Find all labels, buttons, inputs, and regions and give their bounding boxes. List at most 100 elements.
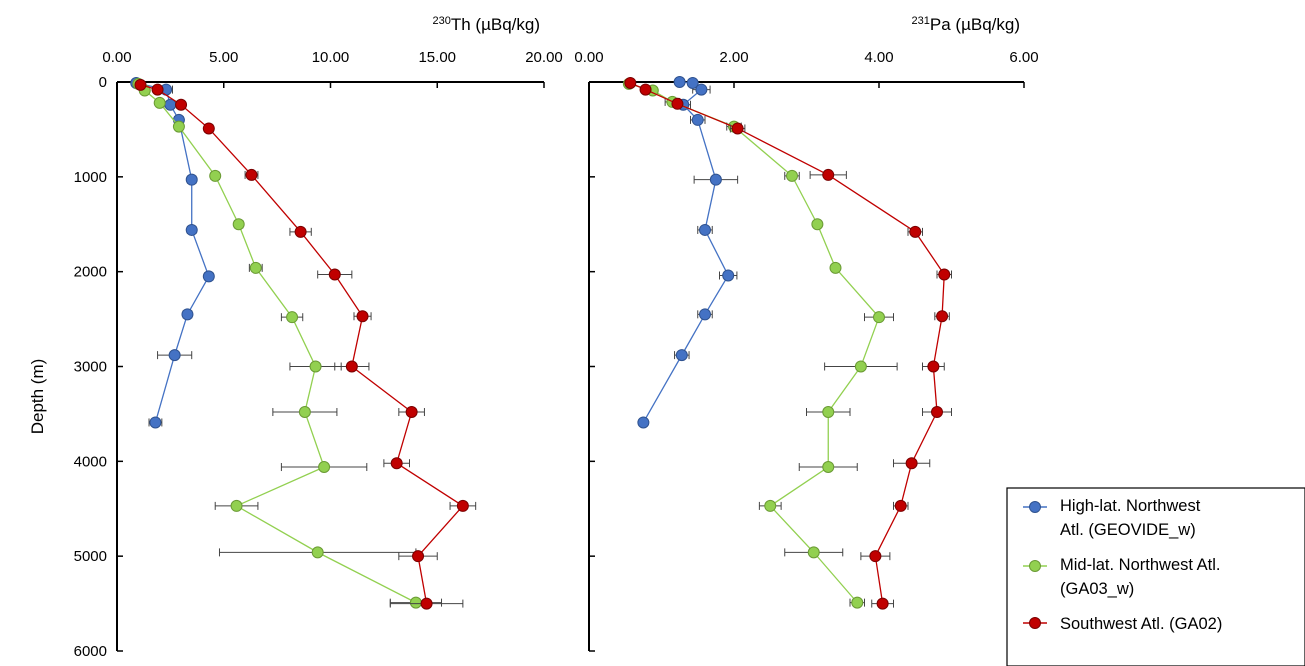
data-point <box>311 546 324 559</box>
data-point <box>673 76 686 88</box>
x-tick-label: 0.00 <box>574 49 603 66</box>
y-tick-label: 4000 <box>74 453 107 470</box>
data-point <box>409 596 422 609</box>
x-tick-label: 20.00 <box>525 49 563 66</box>
y-tick-label: 3000 <box>74 359 107 376</box>
data-point <box>412 550 425 563</box>
data-point <box>854 360 867 373</box>
legend-label: High-lat. Northwest <box>1060 497 1201 515</box>
data-point <box>822 461 835 474</box>
y-tick-label: 5000 <box>74 548 107 565</box>
series-2 <box>132 77 443 609</box>
data-point <box>405 406 418 419</box>
data-point <box>931 406 943 419</box>
data-point <box>456 499 469 512</box>
data-point <box>390 457 403 470</box>
data-point <box>699 223 711 236</box>
y-tick-label: 2000 <box>74 264 107 281</box>
data-point <box>938 268 951 281</box>
x-axis-title: 231Pa (µBq/kg) <box>912 15 1020 34</box>
data-point <box>639 83 652 96</box>
legend-box <box>1006 487 1305 666</box>
data-point <box>731 122 744 135</box>
legend: High-lat. Northwest Atl. (GEOVIDE_w) Mid-l… <box>1006 487 1305 666</box>
x-tick-label: 6.00 <box>1009 49 1038 66</box>
x-tick-label: 2.00 <box>719 49 748 66</box>
data-point <box>927 360 940 373</box>
series-line <box>642 81 729 423</box>
data-point <box>873 311 885 324</box>
data-point <box>905 457 918 470</box>
legend-label: Mid-lat. Northwest Atl. <box>1060 556 1220 574</box>
series-line <box>137 83 417 604</box>
series-line <box>140 84 464 604</box>
data-point <box>686 76 699 89</box>
data-point <box>309 360 322 373</box>
data-point <box>134 78 147 91</box>
data-point <box>699 308 711 321</box>
data-point <box>185 223 198 236</box>
series-3 <box>134 78 477 610</box>
y-tick-label: 1000 <box>74 169 107 186</box>
data-point <box>230 499 243 512</box>
data-point <box>822 406 835 419</box>
data-point <box>249 261 262 274</box>
series-line <box>628 83 880 604</box>
data-point <box>894 499 907 512</box>
data-point <box>294 225 307 238</box>
data-point <box>149 416 162 429</box>
data-point <box>851 596 864 609</box>
data-point <box>209 169 222 182</box>
data-point <box>936 310 949 323</box>
legend-label: (GA03_w) <box>1060 580 1134 598</box>
data-point <box>671 97 684 110</box>
data-point <box>869 550 882 563</box>
y-tick-label: 0 <box>99 74 107 91</box>
series-3 <box>624 76 952 610</box>
data-point <box>420 597 433 610</box>
data-point <box>822 168 835 181</box>
data-point <box>172 120 185 133</box>
x-tick-label: 5.00 <box>209 49 238 66</box>
data-point <box>637 416 650 429</box>
data-point <box>328 268 341 281</box>
data-point <box>153 96 166 109</box>
data-point <box>691 113 704 126</box>
data-point <box>202 122 215 135</box>
data-point <box>345 360 358 373</box>
legend-marker <box>1029 560 1041 572</box>
data-point <box>318 461 331 474</box>
data-point <box>675 349 688 362</box>
data-point <box>695 83 708 96</box>
y-axis-title: Depth (m) <box>28 359 47 435</box>
data-point <box>722 269 735 282</box>
legend-marker <box>1029 501 1041 513</box>
legend-entry-1: High-lat. Northwest Atl. (GEOVIDE_w) <box>1023 497 1201 539</box>
x-tick-label: 0.00 <box>102 49 131 66</box>
series-1 <box>637 76 739 429</box>
data-point <box>181 308 194 321</box>
data-point <box>232 218 245 231</box>
y-tick-label: 6000 <box>74 643 107 660</box>
data-point <box>876 597 889 610</box>
chart-panel-2: 0.00 2.00 4.00 6.00 231Pa (µBq/kg) <box>574 15 1039 652</box>
x-axis-title: 230Th (µBq/kg) <box>432 15 540 34</box>
data-point <box>175 98 188 111</box>
data-point <box>286 311 299 324</box>
chart-panel-1: 0.00 5.00 10.00 15.00 20.00 0 1000 2000 3000 4000… <box>28 15 563 660</box>
data-point <box>151 83 164 96</box>
data-point <box>786 169 798 182</box>
legend-marker <box>1029 617 1041 629</box>
data-point <box>829 261 842 274</box>
data-point <box>168 349 181 362</box>
data-point <box>807 546 820 559</box>
data-point <box>245 168 258 181</box>
x-tick-label: 15.00 <box>418 49 456 66</box>
data-point <box>298 406 311 419</box>
series-1 <box>130 76 215 429</box>
legend-label: Atl. (GEOVIDE_w) <box>1060 521 1196 539</box>
series-line <box>630 82 945 604</box>
data-point <box>202 270 215 283</box>
data-point <box>185 173 198 186</box>
